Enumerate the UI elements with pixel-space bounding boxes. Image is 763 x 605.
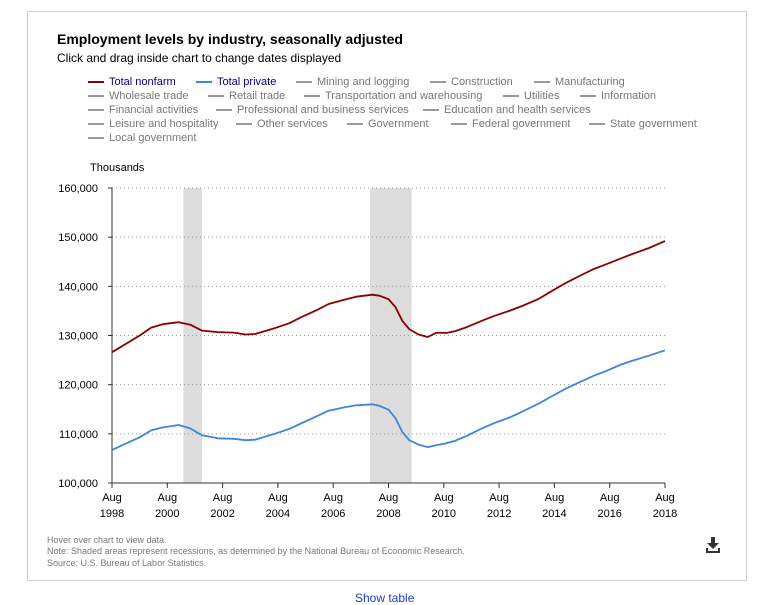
legend-swatch	[503, 95, 519, 97]
legend-label: Education and health services	[444, 104, 591, 116]
legend-label: Financial activities	[109, 104, 199, 116]
legend-swatch	[589, 123, 605, 125]
legend-swatch	[534, 81, 550, 83]
legend-swatch	[88, 109, 104, 111]
legend-item-utilities[interactable]: Utilities	[503, 90, 559, 102]
legend-swatch	[208, 95, 224, 97]
legend-item-information[interactable]: Information	[580, 90, 656, 102]
legend-item-education-and-health-services[interactable]: Education and health services	[423, 104, 591, 116]
legend-item-federal-government[interactable]: Federal government	[451, 118, 570, 130]
legend-swatch	[88, 81, 104, 83]
download-arrow-icon	[706, 537, 720, 553]
legend-label: Government	[368, 118, 429, 130]
show-table-link[interactable]: Show table	[355, 591, 415, 605]
legend-label: Federal government	[472, 118, 571, 130]
legend-item-retail-trade[interactable]: Retail trade	[208, 90, 285, 102]
legend-item-total-nonfarm[interactable]: Total nonfarm	[88, 76, 176, 88]
legend-label: State government	[610, 118, 697, 130]
legend-label: Utilities	[524, 90, 560, 102]
legend-label: Professional and business services	[237, 104, 409, 116]
source-note: Source: U.S. Bureau of Labor Statistics.	[47, 558, 207, 568]
y-axis-title: Thousands	[90, 162, 145, 174]
legend-label: Total private	[217, 76, 277, 88]
download-icon[interactable]	[706, 537, 720, 553]
legend-label: Wholesale trade	[109, 90, 189, 102]
legend-item-manufacturing[interactable]: Manufacturing	[534, 76, 625, 88]
legend-label: Mining and logging	[317, 76, 410, 88]
recession-note: Note: Shaded areas represent recessions,…	[47, 546, 465, 556]
legend-item-government[interactable]: Government	[347, 118, 429, 130]
legend-item-professional-and-business-services[interactable]: Professional and business services	[216, 104, 409, 116]
legend-swatch	[296, 81, 312, 83]
legend-label: Total nonfarm	[109, 76, 176, 88]
legend-item-other-services[interactable]: Other services	[236, 118, 328, 130]
legend-swatch	[347, 123, 363, 125]
legend-swatch	[216, 109, 232, 111]
legend-item-wholesale-trade[interactable]: Wholesale trade	[88, 90, 189, 102]
legend-label: Local government	[109, 132, 197, 144]
legend-swatch	[304, 95, 320, 97]
legend-swatch	[236, 123, 252, 125]
legend-item-mining-and-logging[interactable]: Mining and logging	[296, 76, 409, 88]
legend-swatch	[88, 137, 104, 139]
legend-swatch	[88, 95, 104, 97]
legend-swatch	[580, 95, 596, 97]
legend-item-construction[interactable]: Construction	[430, 76, 513, 88]
legend-label: Construction	[451, 76, 513, 88]
legend-item-total-private[interactable]: Total private	[196, 76, 276, 88]
legend-swatch	[451, 123, 467, 125]
legend-label: Manufacturing	[555, 76, 625, 88]
legend-swatch	[88, 123, 104, 125]
legend-label: Information	[601, 90, 657, 102]
legend-label: Leisure and hospitality	[109, 118, 219, 130]
legend-item-leisure-and-hospitality[interactable]: Leisure and hospitality	[88, 118, 218, 130]
chart-title: Employment levels by industry, seasonall…	[57, 31, 403, 47]
legend-label: Transportation and warehousing	[325, 90, 483, 102]
legend-swatch	[196, 81, 212, 83]
legend-item-financial-activities[interactable]: Financial activities	[88, 104, 198, 116]
chart-subtitle: Click and drag inside chart to change da…	[57, 51, 342, 65]
hover-hint: Hover over chart to view data.	[47, 535, 167, 545]
legend-label: Retail trade	[229, 90, 286, 102]
legend-label: Other services	[257, 118, 328, 130]
legend-item-local-government[interactable]: Local government	[88, 132, 196, 144]
legend-swatch	[430, 81, 446, 83]
legend-item-state-government[interactable]: State government	[589, 118, 697, 130]
legend-swatch	[423, 109, 439, 111]
legend-item-transportation-and-warehousing[interactable]: Transportation and warehousing	[304, 90, 482, 102]
